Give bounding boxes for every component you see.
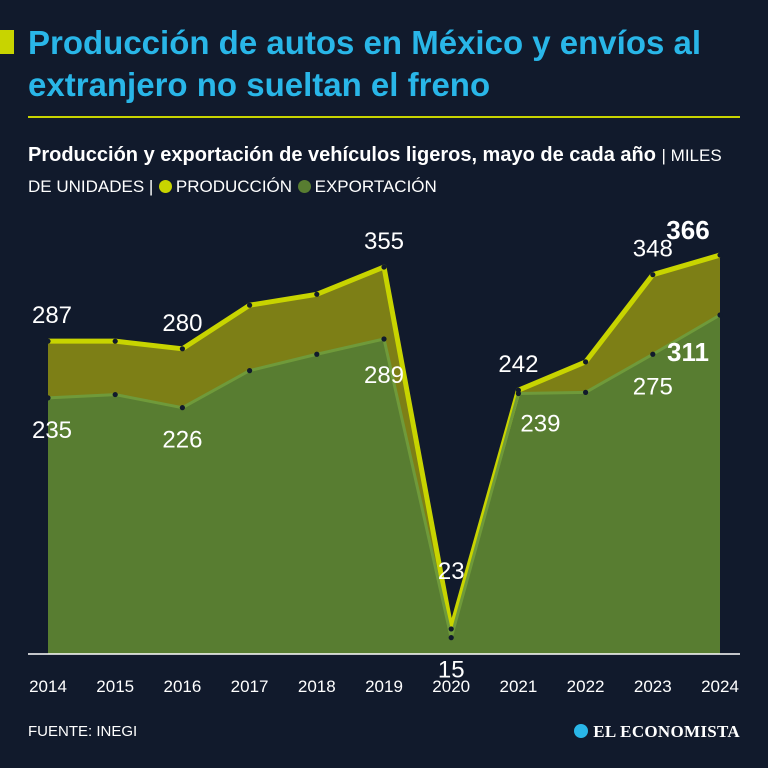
export-point-2022 xyxy=(583,389,589,395)
export-point-2015 xyxy=(112,391,118,398)
production-point-2014 xyxy=(45,338,51,344)
production-label-2024: 366 xyxy=(666,215,709,245)
export-point-2023 xyxy=(650,351,656,357)
legend-production: PRODUCCIÓN xyxy=(158,177,293,196)
subtitle-text: Producción y exportación de vehículos li… xyxy=(28,144,656,166)
export-point-2018 xyxy=(314,351,320,357)
title-accent-bar xyxy=(0,30,14,54)
production-point-2020 xyxy=(448,626,454,632)
x-tick-label-2016: 2016 xyxy=(163,677,201,696)
export-point-2016 xyxy=(179,405,185,411)
legend-export: EXPORTACIÓN xyxy=(297,177,437,196)
production-point-2024 xyxy=(717,252,723,258)
x-tick-label-2021: 2021 xyxy=(499,677,537,696)
x-tick-label-2018: 2018 xyxy=(298,677,336,696)
page-title: Producción de autos en México y envíos a… xyxy=(28,24,702,103)
brand-logo: EL ECONOMISTA xyxy=(574,722,740,742)
export-area xyxy=(48,315,720,654)
brand-icon xyxy=(574,724,589,738)
production-label-2020: 23 xyxy=(438,558,465,585)
production-label-2023: 348 xyxy=(633,236,673,263)
x-tick-label-2024: 2024 xyxy=(701,677,739,696)
chart-subtitle: Producción y exportación de vehículos li… xyxy=(28,140,748,202)
production-point-2015 xyxy=(112,338,118,344)
export-label-2023: 275 xyxy=(633,373,673,400)
production-label-2021: 242 xyxy=(498,351,538,378)
x-tick-label-2023: 2023 xyxy=(634,677,672,696)
x-tick-label-2022: 2022 xyxy=(567,677,605,696)
legend-export-dot xyxy=(297,180,311,193)
title-divider xyxy=(28,116,740,118)
export-label-2024: 311 xyxy=(667,337,709,367)
x-tick-label-2014: 2014 xyxy=(29,677,67,696)
units-label: | MILES DE UNIDADES | xyxy=(28,146,722,196)
legend-export-label: EXPORTACIÓN xyxy=(314,177,437,196)
export-point-2020 xyxy=(448,635,454,641)
production-point-2022 xyxy=(583,359,589,365)
production-label-2019: 355 xyxy=(364,228,404,255)
x-tick-label-2019: 2019 xyxy=(365,677,403,696)
brand-name: EL ECONOMISTA xyxy=(593,722,740,741)
source-note: FUENTE: INEGI xyxy=(28,723,138,740)
x-tick-label-2015: 2015 xyxy=(96,677,134,696)
production-label-2014: 287 xyxy=(32,302,72,329)
export-point-2021 xyxy=(515,390,522,397)
x-tick-label-2020: 2020 xyxy=(432,677,470,696)
export-point-2017 xyxy=(247,368,253,374)
export-point-2014 xyxy=(45,395,51,401)
export-point-2019 xyxy=(381,336,387,342)
production-area xyxy=(48,255,720,638)
export-label-2014: 235 xyxy=(32,417,72,444)
legend-production-dot xyxy=(158,180,172,193)
x-tick-label-2017: 2017 xyxy=(231,677,269,696)
export-label-2019: 289 xyxy=(364,362,404,389)
legend-production-label: PRODUCCIÓN xyxy=(175,177,293,196)
production-point-2023 xyxy=(650,272,656,278)
production-point-2018 xyxy=(314,291,320,297)
export-label-2016: 226 xyxy=(162,427,202,454)
production-point-2016 xyxy=(179,346,185,352)
export-label-2021: 239 xyxy=(520,410,560,437)
production-label-2016: 280 xyxy=(162,310,202,337)
production-point-2019 xyxy=(381,264,387,270)
export-point-2024 xyxy=(717,312,723,318)
export-label-2020: 15 xyxy=(438,657,465,684)
production-point-2017 xyxy=(247,302,253,308)
